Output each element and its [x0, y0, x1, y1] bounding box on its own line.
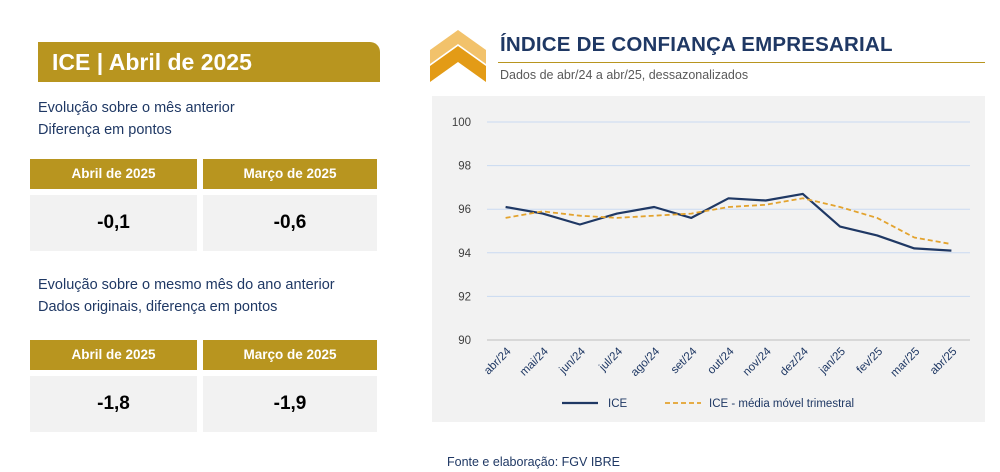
section1-value-march: -0,6 [203, 195, 377, 251]
section2-value-april: -1,8 [30, 376, 197, 432]
y-tick-label: 96 [458, 204, 471, 216]
x-tick-label: nov/24 [741, 345, 774, 378]
x-tick-label: fev/25 [855, 346, 886, 377]
x-tick-label: mar/25 [889, 346, 923, 380]
y-tick-label: 90 [458, 335, 471, 347]
section1-value-april: -0,1 [30, 195, 197, 251]
x-tick-label: abr/24 [482, 345, 514, 377]
x-tick-label: abr/25 [928, 346, 960, 378]
x-tick-label: jun/24 [557, 345, 589, 377]
y-tick-label: 98 [458, 161, 471, 173]
series-moving-average-line [505, 197, 952, 245]
section1-header-april: Abril de 2025 [30, 159, 197, 189]
panel-title: ICE | Abril de 2025 [38, 42, 380, 82]
section2-line2: Dados originais, diferença em pontos [38, 299, 278, 315]
x-tick-label: mai/24 [518, 345, 551, 378]
x-tick-label: out/24 [706, 345, 738, 377]
chart-area: 100 98 96 94 92 90 abr/24 mai/24 jun/24 jul/24 ag… [432, 96, 985, 422]
line-chart: 100 98 96 94 92 90 abr/24 mai/24 jun/24 jul/24 ag… [452, 117, 970, 410]
title-divider [498, 62, 985, 63]
legend-label-ice: ICE [608, 398, 628, 410]
chevron-up-logo-icon [430, 30, 486, 87]
x-tick-label: set/24 [669, 345, 700, 376]
chart-title: ÍNDICE DE CONFIANÇA EMPRESARIAL [500, 33, 893, 56]
chart-subtitle: Dados de abr/24 a abr/25, dessazonalizad… [500, 68, 749, 82]
legend-label-moving-average: ICE - média móvel trimestral [709, 398, 854, 410]
section1-line2: Diferença em pontos [38, 122, 172, 138]
x-tick-label: jul/24 [597, 345, 626, 374]
x-tick-label: dez/24 [778, 345, 811, 378]
y-tick-label: 100 [452, 117, 471, 129]
section1-line1: Evolução sobre o mês anterior [38, 100, 235, 116]
x-tick-label: ago/24 [629, 345, 663, 379]
section2-header-march: Março de 2025 [203, 340, 377, 370]
y-tick-label: 92 [458, 291, 471, 303]
section2-header-april: Abril de 2025 [30, 340, 197, 370]
section2-line1: Evolução sobre o mesmo mês do ano anteri… [38, 277, 335, 293]
section2-value-march: -1,9 [203, 376, 377, 432]
source-note: Fonte e elaboração: FGV IBRE [447, 455, 621, 469]
x-tick-label: jan/25 [817, 346, 848, 377]
section1-header-march: Março de 2025 [203, 159, 377, 189]
y-tick-label: 94 [458, 248, 471, 260]
